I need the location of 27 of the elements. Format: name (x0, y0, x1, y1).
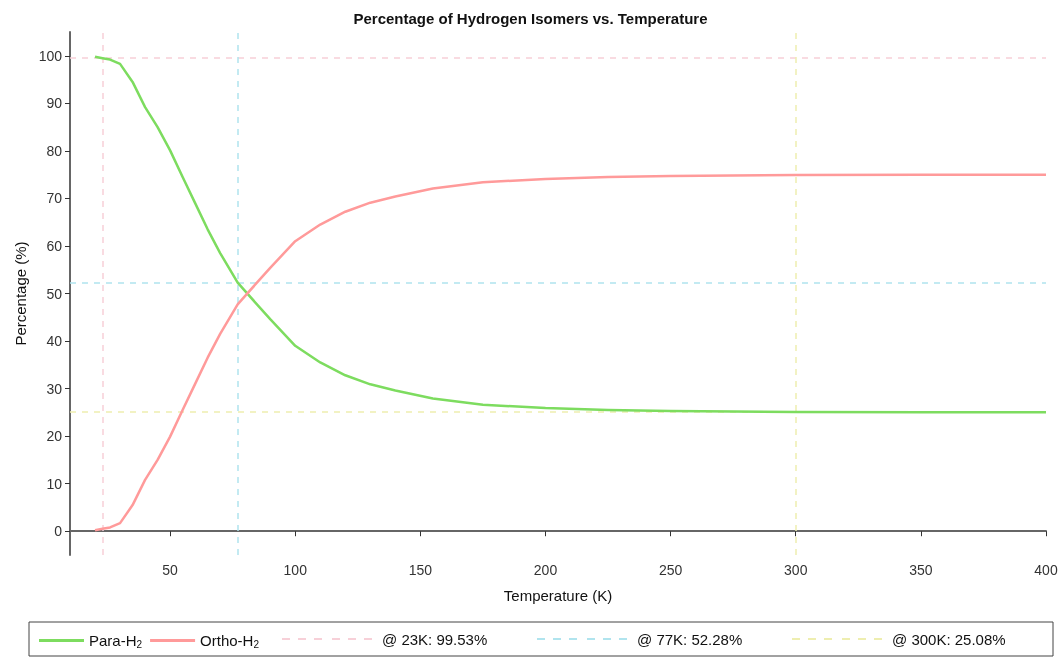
legend-label: @ 300K: 25.08% (892, 630, 1006, 648)
y-tick-label: 50 (46, 285, 63, 302)
x-tick-label: 350 (909, 562, 933, 578)
x-axis-title: Temperature (K) (503, 587, 613, 604)
legend-label: @ 77K: 52.28% (637, 630, 743, 648)
y-tick-label: 0 (54, 523, 63, 540)
y-tick-label: 20 (46, 428, 63, 445)
x-tick-label: 250 (658, 562, 683, 578)
x-tick-label: 400 (1034, 562, 1058, 578)
y-tick-label: 40 (46, 333, 63, 350)
y-tick-label: 30 (46, 380, 63, 397)
x-tick-label: 100 (283, 562, 308, 578)
y-tick-label: 70 (46, 190, 63, 207)
y-tick-label: 10 (46, 475, 63, 492)
x-tick-label: 300 (784, 562, 808, 578)
y-tick-label: 100 (38, 47, 63, 64)
x-tick-label: 150 (408, 562, 433, 578)
y-axis-title: Percentage (%) (11, 241, 29, 346)
chart-title: Percentage of Hydrogen Isomers vs. Temperature (353, 10, 708, 27)
line-series (93, 173, 1048, 532)
line-series (93, 55, 1048, 414)
y-tick-label: 60 (46, 237, 63, 254)
legend-label: @ 23K: 99.53% (382, 630, 488, 648)
x-tick-label: 200 (533, 562, 558, 578)
y-tick-label: 90 (46, 95, 63, 112)
y-tick-label: 80 (46, 142, 63, 159)
x-tick-label: 50 (162, 562, 179, 578)
